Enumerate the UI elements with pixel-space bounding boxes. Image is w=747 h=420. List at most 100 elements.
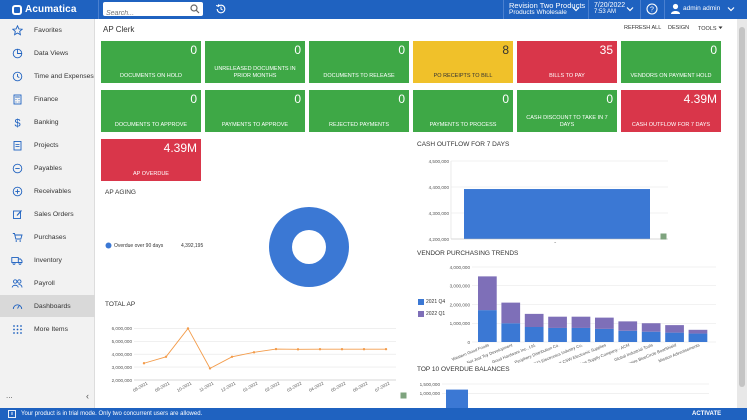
sidebar-item-time-expenses[interactable]: Time and Expenses <box>0 65 95 87</box>
scrollbar-thumb[interactable] <box>739 27 745 387</box>
more-options-dots[interactable]: ... <box>6 391 13 400</box>
chevron-down-icon[interactable] <box>626 5 634 13</box>
data-point <box>384 347 388 351</box>
legend-label: Overdue over 90 days <box>114 243 164 249</box>
help-icon[interactable]: ? <box>646 3 658 15</box>
chevron-down-icon[interactable] <box>727 5 735 13</box>
bar <box>688 329 708 334</box>
sidebar-item-sales-orders[interactable]: Sales Orders <box>0 203 95 225</box>
data-point <box>274 347 278 351</box>
logo-text: Acumatica <box>25 4 77 15</box>
bar <box>478 276 497 311</box>
y-tick-label: 4,200,000 <box>429 237 450 242</box>
user-icon[interactable] <box>670 3 681 15</box>
tile-label: DOCUMENTS TO RELEASE <box>323 72 395 79</box>
tile-payments-to-process[interactable]: 0 PAYMENTS TO PROCESS <box>413 90 513 132</box>
sidebar-item-finance[interactable]: Finance <box>0 88 95 110</box>
acumatica-logo[interactable]: Acumatica <box>12 3 76 16</box>
bar <box>688 333 708 342</box>
tenant-selector[interactable]: Revision Two Products Products Wholesale <box>509 2 585 16</box>
data-point <box>230 355 234 358</box>
truck-icon <box>11 256 23 265</box>
star-icon <box>11 24 23 36</box>
y-tick-label: 4,400,000 <box>429 185 450 190</box>
ap-aging-title: AP AGING <box>105 189 136 196</box>
x-tick-label: Mission Advertisements <box>658 342 701 363</box>
divider <box>664 0 665 19</box>
tile-documents-on-hold[interactable]: 0 DOCUMENTS ON HOLD <box>101 41 201 83</box>
search-input[interactable] <box>103 6 187 21</box>
cash-outflow-bar-chart: 4,500,000 4,400,000 4,300,000 4,200,000 Over… <box>429 159 668 243</box>
vendor-trends-title: VENDOR PURCHASING TRENDS <box>417 250 519 257</box>
bar <box>478 310 497 342</box>
y-tick-label: 4,000,000 <box>450 265 471 270</box>
search-icon[interactable] <box>190 4 200 14</box>
history-icon[interactable] <box>215 3 227 15</box>
sidebar-item-label: Data Views <box>34 49 69 57</box>
tile-unreleased-documents[interactable]: 0 UNRELEASED DOCUMENTS IN PRIOR MONTHS <box>205 41 305 83</box>
sidebar-item-inventory[interactable]: Inventory <box>0 249 95 271</box>
sidebar-item-label: Payables <box>34 164 62 172</box>
sidebar-item-label: Receivables <box>34 187 72 195</box>
collapse-sidebar-icon[interactable]: ‹ <box>86 391 89 401</box>
sidebar-item-purchases[interactable]: Purchases <box>0 226 95 248</box>
sidebar-item-label: Payroll <box>34 279 55 287</box>
tile-documents-to-release[interactable]: 0 DOCUMENTS TO RELEASE <box>309 41 409 83</box>
divider <box>98 0 99 19</box>
tile-bills-to-pay[interactable]: 35 BILLS TO PAY <box>517 41 617 83</box>
tools-menu-button[interactable]: TOOLS <box>698 25 723 32</box>
tile-po-receipts-to-bill[interactable]: 8 PO RECEIPTS TO BILL <box>413 41 513 83</box>
divider <box>588 0 589 19</box>
sidebar-item-projects[interactable]: Projects <box>0 134 95 156</box>
tile-cash-discount[interactable]: 0 CASH DISCOUNT TO TAKE IN 7 DAYS <box>517 90 617 132</box>
sidebar-item-payroll[interactable]: Payroll <box>0 272 95 294</box>
business-date[interactable]: 7/20/2022 7:53 AM <box>594 2 625 16</box>
sidebar-item-label: Dashboards <box>34 302 71 310</box>
tile-ap-overdue[interactable]: 4.39M AP OVERDUE <box>101 139 201 181</box>
calculator-icon <box>13 94 21 104</box>
bar <box>548 327 567 342</box>
ap-aging-pie-chart <box>269 207 349 287</box>
user-name[interactable]: admin admin <box>683 5 721 12</box>
y-tick-label: 2,000,000 <box>450 302 471 307</box>
tile-value: 0 <box>190 92 197 106</box>
tile-value: 0 <box>606 92 613 106</box>
tile-value: 0 <box>710 43 717 57</box>
tile-payments-to-approve[interactable]: 0 PAYMENTS TO APPROVE <box>205 90 305 132</box>
chevron-down-icon[interactable] <box>572 5 580 13</box>
tile-documents-to-approve[interactable]: 0 DOCUMENTS TO APPROVE <box>101 90 201 132</box>
sidebar-item-label: Sales Orders <box>34 210 74 218</box>
people-icon <box>11 278 23 288</box>
tile-value: 0 <box>398 43 405 57</box>
minus-circle-icon <box>12 163 22 173</box>
activate-button[interactable]: ACTIVATE <box>692 411 722 417</box>
sidebar-item-payables[interactable]: Payables <box>0 157 95 179</box>
sidebar-item-favorites[interactable]: Favorites <box>0 19 95 41</box>
legend-swatch <box>105 242 112 249</box>
data-point <box>164 355 168 358</box>
sidebar-item-banking[interactable]: $ Banking <box>0 111 95 133</box>
export-icon[interactable] <box>660 233 667 240</box>
tile-vendors-on-payment-hold[interactable]: 0 VENDORS ON PAYMENT HOLD <box>621 41 721 83</box>
legend-label: 2022 Q1 <box>426 311 446 317</box>
tile-rejected-payments[interactable]: 0 REJECTED PAYMENTS <box>309 90 409 132</box>
sidebar-item-label: Inventory <box>34 256 62 264</box>
refresh-all-button[interactable]: REFRESH ALL <box>624 25 662 31</box>
design-button[interactable]: DESIGN <box>668 25 690 31</box>
tile-label: UNRELEASED DOCUMENTS IN PRIOR MONTHS <box>214 66 296 79</box>
sidebar-item-more-items[interactable]: More Items <box>0 318 95 340</box>
sidebar-item-receivables[interactable]: Receivables <box>0 180 95 202</box>
caret-down-icon <box>718 26 723 29</box>
top-overdue-bar-chart: 1,500,000 1,000,000 <box>420 382 709 408</box>
export-icon[interactable] <box>400 392 407 399</box>
sidebar-item-dashboards[interactable]: Dashboards <box>0 295 95 317</box>
search-box[interactable] <box>103 2 203 21</box>
x-tick-label: 10-2021 <box>176 380 193 393</box>
legend-value: 4,392,195 <box>181 243 204 249</box>
vertical-scrollbar[interactable] <box>737 19 747 408</box>
tile-cash-outflow[interactable]: 4.39M CASH OUTFLOW FOR 7 DAYS <box>621 90 721 132</box>
bar <box>641 323 661 332</box>
x-tick-label: 09-2021 <box>154 380 171 393</box>
sidebar-item-data-views[interactable]: Data Views <box>0 42 95 64</box>
y-tick-label: 3,000,000 <box>450 284 471 289</box>
